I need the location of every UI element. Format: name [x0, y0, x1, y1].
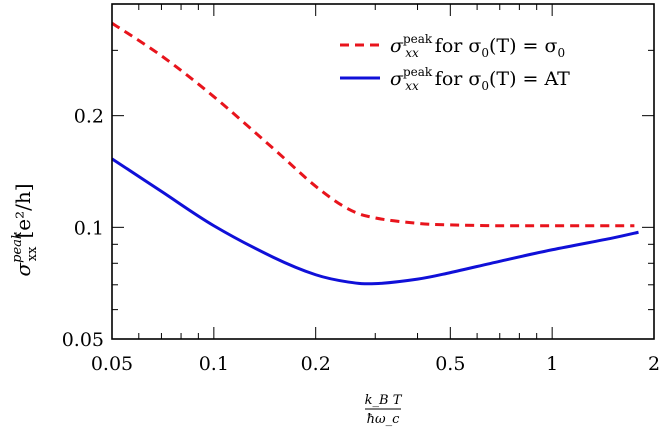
x-tick-label: 1	[546, 353, 558, 375]
x-tick-label: 0.2	[301, 353, 331, 375]
y-axis-label-subscript: xx	[25, 246, 40, 261]
y-axis-label: σpeakxx [e²/h]	[10, 183, 40, 276]
x-axis-label-numerator: k_B T	[365, 393, 403, 408]
y-tick-label: 0.2	[74, 106, 104, 128]
y-axis-label-symbol: σ	[11, 262, 35, 277]
x-axis-label: k_B T ħω_c	[365, 393, 403, 427]
y-tick-label: 0.05	[62, 329, 104, 351]
legend: σpeak xx for σ0(T) = σ0 σpeak xx for σ0(T)…	[340, 32, 570, 93]
x-tick-label: 2	[648, 353, 660, 375]
series-lines	[111, 21, 639, 286]
x-tick-label: 0.5	[435, 353, 465, 375]
x-tick-labels: 0.05 0.1 0.2 0.5 1 2	[91, 353, 660, 375]
y-axis-label-units: [e²/h]	[11, 183, 35, 238]
legend-entry-linear: σpeak xx for σ0(T) = AT	[390, 65, 570, 93]
y-tick-label: 0.1	[74, 217, 104, 239]
svg-text:σpeakxx[e²/h]: σpeakxx [e²/h]	[10, 183, 40, 276]
y-axis-label-superscript: peak	[10, 231, 25, 263]
plot-frame	[111, 3, 655, 340]
series-line-linear-sigma	[111, 157, 639, 286]
x-tick-label: 0.05	[91, 353, 133, 375]
y-tick-labels: 0.05 0.1 0.2	[62, 106, 104, 351]
series-line-constant-sigma	[111, 21, 635, 228]
legend-entry-constant: σpeak xx for σ0(T) = σ0	[390, 32, 565, 60]
axis-ticks	[111, 3, 655, 340]
x-axis-label-denominator: ħω_c	[367, 412, 400, 427]
x-tick-label: 0.1	[199, 353, 229, 375]
